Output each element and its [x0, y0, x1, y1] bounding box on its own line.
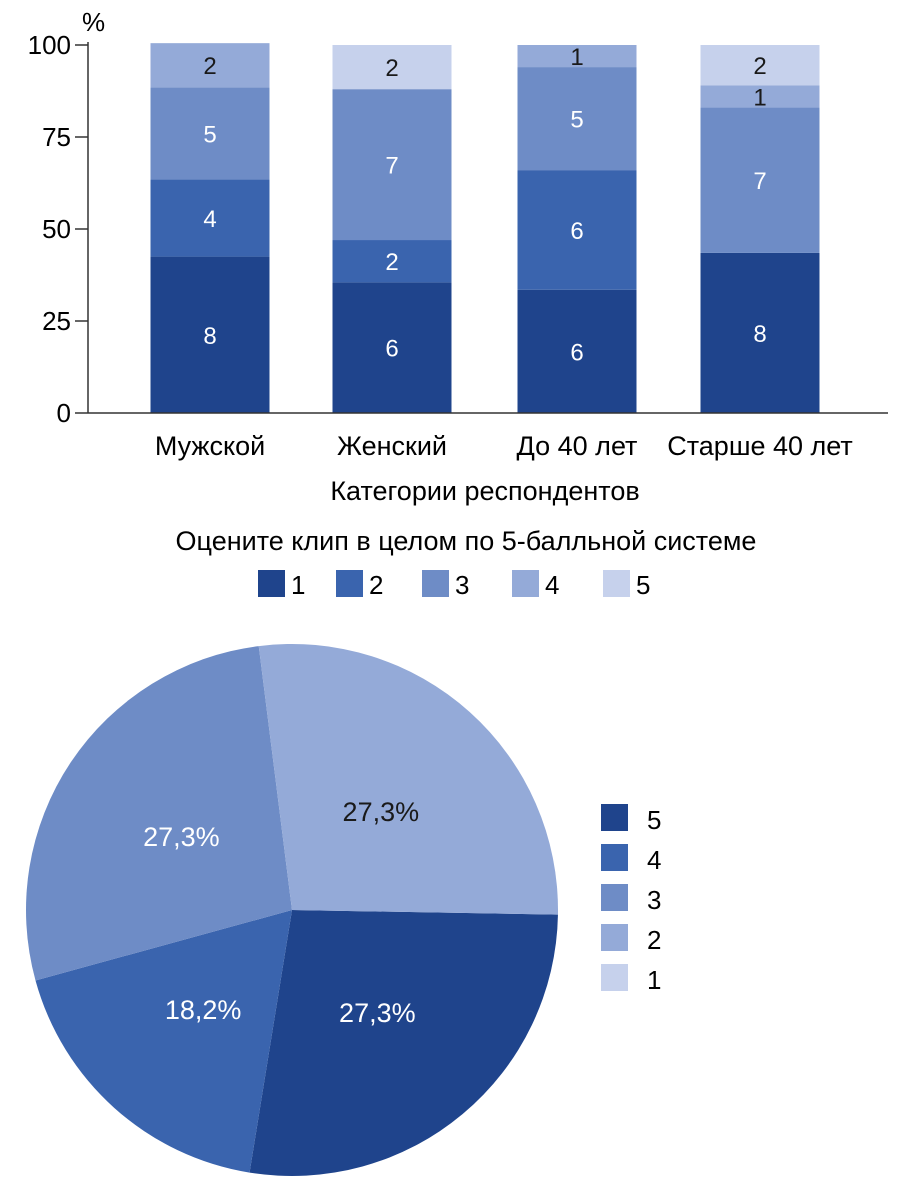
axes: [87, 42, 888, 414]
bar-data-label: 1: [753, 85, 766, 112]
bar-segment: [700, 107, 820, 253]
x-tick-label: До 40 лет: [517, 431, 638, 461]
bar-segment: [332, 89, 452, 241]
bar-segment: [150, 87, 270, 180]
bar-data-label: 5: [570, 107, 583, 134]
pie-slices: [25, 644, 558, 1176]
legend-title: Оцените клип в целом по 5-балльной систе…: [176, 526, 757, 556]
pie-legend-label: 3: [647, 885, 661, 915]
y-tick-labels: 0 25 50 75 100: [28, 30, 88, 428]
bar-segments: 8 4 5 2 6 2 7 2 6 6 5 1 8 7 1 2: [150, 43, 820, 413]
bar-data-label: 2: [385, 249, 398, 276]
bar-segment: [700, 252, 820, 413]
x-tick-labels: Мужской Женский До 40 лет Старше 40 лет: [155, 431, 853, 461]
bar-segment: [517, 45, 637, 68]
pie-legend-label: 2: [647, 925, 661, 955]
pie-data-label: 27,3%: [143, 822, 220, 852]
pie-legend-swatch: [601, 804, 628, 831]
bar-segment: [332, 282, 452, 413]
pie-chart: 27,3% 18,2% 27,3% 27,3% 5 4 3 2 1: [25, 644, 661, 1176]
x-tick-label: Старше 40 лет: [667, 431, 853, 461]
bar-data-label: 8: [753, 321, 766, 348]
pie-legend-swatch: [601, 844, 628, 871]
bar-data-label: 2: [385, 55, 398, 82]
pie-labels: 27,3% 18,2% 27,3% 27,3%: [143, 797, 419, 1028]
bar-segment: [517, 170, 637, 290]
bar-data-label: 5: [203, 121, 216, 148]
legend-label: 1: [291, 570, 305, 600]
bar-segment: [517, 289, 637, 413]
bar-segment: [332, 240, 452, 283]
bar-data-label: 8: [203, 323, 216, 350]
bar-data-label: 1: [570, 44, 583, 71]
x-tick-label: Женский: [337, 431, 447, 461]
bar-data-label: 6: [570, 339, 583, 366]
pie-legend-label: 1: [647, 965, 661, 995]
y-tick-label: 50: [42, 214, 71, 244]
bar-legend: 1 2 3 4 5: [258, 570, 650, 600]
legend-label: 2: [369, 570, 383, 600]
pie-slice: [25, 646, 292, 981]
pie-legend-swatch: [601, 884, 628, 911]
pie-legend-label: 5: [647, 805, 661, 835]
pie-data-label: 27,3%: [343, 797, 420, 827]
legend-swatch: [336, 570, 363, 597]
y-unit-label: %: [82, 7, 105, 37]
bar-data-label: 6: [385, 336, 398, 363]
bar-data-label: 4: [203, 206, 216, 233]
legend-swatch: [422, 570, 449, 597]
bar-data-label: 2: [203, 53, 216, 80]
pie-slice: [249, 910, 558, 1176]
pie-legend: 5 4 3 2 1: [601, 804, 661, 995]
x-axis-label: Категории респондентов: [330, 476, 639, 506]
bar-segment: [150, 43, 270, 88]
y-tick-label: 0: [57, 398, 71, 428]
bar-segment: [700, 45, 820, 86]
pie-legend-swatch: [601, 924, 628, 951]
bar-segment: [150, 179, 270, 257]
bar-segment: [150, 256, 270, 413]
y-tick-label: 25: [42, 306, 71, 336]
bar-data-label: 2: [753, 53, 766, 80]
bar-segment: [332, 45, 452, 90]
pie-legend-label: 4: [647, 845, 661, 875]
legend-swatch: [512, 570, 539, 597]
pie-slice: [35, 910, 292, 1173]
y-tick-label: 100: [28, 30, 71, 60]
bar-data-label: 7: [385, 153, 398, 180]
legend-label: 4: [545, 570, 559, 600]
legend-label: 5: [636, 570, 650, 600]
bar-segment: [700, 85, 820, 108]
legend-swatch: [258, 570, 285, 597]
legend-label: 3: [455, 570, 469, 600]
y-tick-label: 75: [42, 122, 71, 152]
pie-data-label: 18,2%: [165, 995, 242, 1025]
pie-data-label: 27,3%: [339, 998, 416, 1028]
x-tick-label: Мужской: [155, 431, 265, 461]
legend-swatch: [603, 570, 630, 597]
bar-data-label: 7: [753, 168, 766, 195]
pie-slice: [258, 644, 558, 915]
bar-segment: [517, 67, 637, 171]
bar-data-label: 6: [570, 218, 583, 245]
pie-legend-swatch: [601, 964, 628, 991]
